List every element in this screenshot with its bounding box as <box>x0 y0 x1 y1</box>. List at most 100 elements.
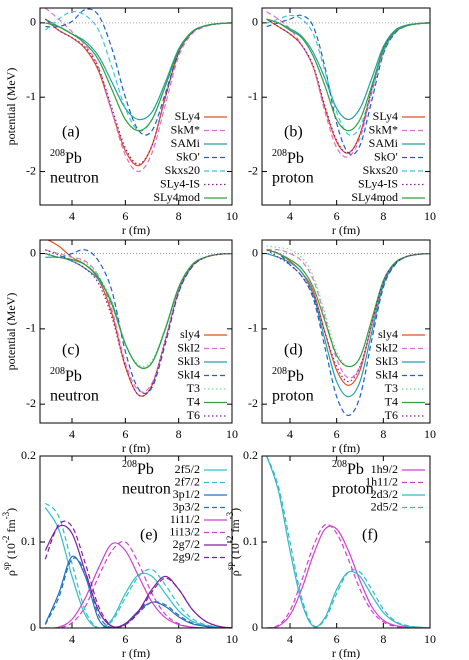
panel-label: (d) <box>284 342 303 359</box>
curve <box>44 18 232 165</box>
curves <box>45 240 232 397</box>
plot-frame <box>39 7 233 206</box>
x-tick-label: 8 <box>380 427 386 441</box>
y-axis-label: ρsp (10-2 fm-3) <box>1 508 18 576</box>
y-axis-label-part: (10 <box>228 543 242 562</box>
y-tick-label: -2 <box>26 163 36 177</box>
x-axis-label: r (fm) <box>332 223 360 237</box>
y-axis-label: ρsp (10-2 fm-3) <box>225 508 242 576</box>
legend-label: SkO′ <box>176 149 200 163</box>
legend-label: SAMi <box>171 136 201 150</box>
legend-label: SLy4-IS <box>358 176 398 190</box>
legend-label: SLy4 <box>373 109 398 123</box>
x-tick-label: 6 <box>122 427 128 441</box>
plot-frame <box>261 7 431 206</box>
y-tick-label: -2 <box>248 396 258 410</box>
plot-frame <box>261 239 431 424</box>
legend-label: SkI4 <box>177 367 200 381</box>
nucleus-mass: 208 <box>50 366 65 377</box>
nucleus: 208Pb <box>332 459 364 477</box>
y-axis-label: potential (MeV) <box>4 68 18 146</box>
y-tick-label: 0.1 <box>243 534 258 548</box>
plot-frame <box>261 455 431 629</box>
x-tick-label: 10 <box>424 209 436 223</box>
curve <box>45 249 232 397</box>
curves <box>266 245 430 417</box>
nucleus-element: Pb <box>347 461 364 478</box>
x-tick-label: 8 <box>176 632 182 646</box>
y-tick-label: -2 <box>26 396 36 410</box>
legend-label: SkI3 <box>375 354 398 368</box>
legend-label: Skxs20 <box>363 163 398 177</box>
legend-label: 2f5/2 <box>175 462 200 476</box>
x-axis-label: r (fm) <box>122 223 150 237</box>
y-tick-label: 0 <box>30 15 36 29</box>
curve <box>266 456 430 628</box>
particle: neutron <box>122 481 171 498</box>
x-axis-label: r (fm) <box>332 441 360 455</box>
y-tick-label: 0.2 <box>243 448 258 462</box>
nucleus-mass: 208 <box>122 459 137 470</box>
y-axis-label-part: -3 <box>1 511 11 519</box>
curve <box>44 524 232 628</box>
legend-label: 1h9/2 <box>371 462 398 476</box>
y-axis-label-part: ρ <box>228 570 242 576</box>
curve <box>44 507 232 628</box>
y-tick-label: -1 <box>26 321 36 335</box>
panel-label: (f) <box>362 527 378 544</box>
curve <box>266 248 430 379</box>
y-tick-label: -1 <box>248 321 258 335</box>
y-axis-label-part: -2 <box>225 536 235 544</box>
plot-frame <box>39 239 233 424</box>
x-tick-label: 8 <box>380 209 386 223</box>
y-axis-label: potential (MeV) <box>4 293 18 371</box>
nucleus-element: Pb <box>137 461 154 478</box>
x-tick-label: 6 <box>334 632 340 646</box>
nucleus: 208Pb <box>272 366 304 384</box>
y-axis-label-part: (10 <box>4 543 18 562</box>
x-tick-label: 8 <box>176 427 182 441</box>
curve <box>266 18 430 121</box>
x-tick-label: 6 <box>122 632 128 646</box>
y-axis-label-part: ρ <box>4 570 18 576</box>
legend-label: T6 <box>187 408 200 422</box>
legend-label: 3p3/2 <box>173 499 200 513</box>
legend-label: 1h11/2 <box>365 474 398 488</box>
y-tick-label: -2 <box>248 163 258 177</box>
particle: proton <box>272 170 314 187</box>
plot-frame <box>39 455 233 629</box>
nucleus-mass: 208 <box>272 366 287 377</box>
legend-label: SkM* <box>369 122 398 136</box>
y-axis-label-part: ) <box>228 508 242 512</box>
x-tick-label: 8 <box>176 209 182 223</box>
nucleus-mass: 208 <box>332 459 347 470</box>
curves <box>266 456 430 628</box>
x-tick-label: 4 <box>287 632 293 646</box>
x-tick-label: 10 <box>424 632 436 646</box>
x-axis-label: r (fm) <box>332 646 360 660</box>
curve <box>266 18 430 132</box>
nucleus-element: Pb <box>287 368 304 385</box>
y-axis-label-part: fm <box>228 519 242 536</box>
legend-label: sly4 <box>180 327 200 341</box>
y-tick-label: 0 <box>252 245 258 259</box>
y-axis-label-part: sp <box>225 562 235 571</box>
x-tick-label: 4 <box>69 427 75 441</box>
y-tick-label: 0.1 <box>21 534 36 548</box>
legend-label: SLy4mod <box>153 190 200 204</box>
curves <box>44 8 232 173</box>
legend-label: SkI3 <box>177 354 200 368</box>
legend-label: SkM* <box>171 122 200 136</box>
nucleus: 208Pb <box>272 148 304 166</box>
legend-label: Skxs20 <box>165 163 200 177</box>
nucleus: 208Pb <box>50 148 82 166</box>
curve <box>266 249 430 386</box>
curve <box>45 540 232 628</box>
y-tick-label: 0.2 <box>21 448 36 462</box>
legend-label: 2d3/2 <box>371 487 398 501</box>
legend-label: 2d5/2 <box>371 499 398 513</box>
panel: 0-1-24 6 8 10r (fm)potential (MeV) sly4SkI2S… <box>4 239 238 455</box>
x-tick-label: 10 <box>226 209 238 223</box>
curve <box>44 10 232 132</box>
nucleus-mass: 208 <box>50 148 65 159</box>
